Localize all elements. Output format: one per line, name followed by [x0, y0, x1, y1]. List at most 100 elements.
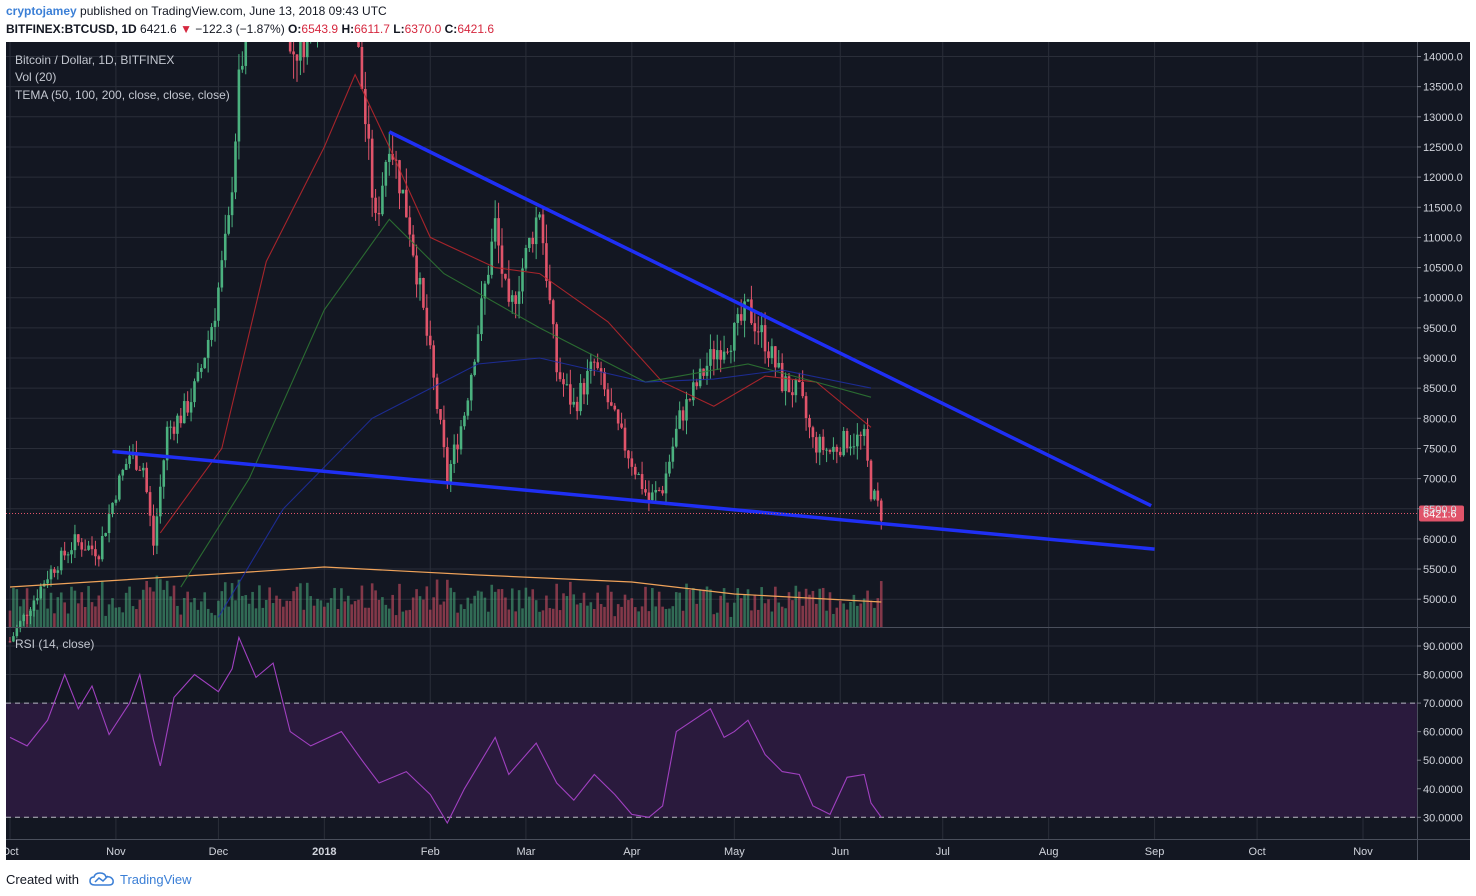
volume-bar — [384, 604, 388, 627]
candle-body — [360, 47, 364, 89]
volume-bar — [357, 599, 360, 627]
high-label: H: — [341, 22, 355, 36]
volume-bar — [770, 611, 774, 627]
candle-body — [784, 376, 787, 392]
volume-bar — [558, 610, 562, 627]
volume-bar — [726, 602, 729, 627]
candle-body — [118, 475, 121, 500]
candle-body — [405, 189, 408, 218]
volume-bar — [94, 606, 97, 627]
price-change: −122.3 (−1.87%) — [195, 22, 285, 36]
rsi-legend: RSI (14, close) — [15, 637, 95, 651]
volume-bar — [176, 605, 179, 627]
rsi-tick-label: 70.0000 — [1423, 698, 1463, 710]
volume-bar — [336, 609, 340, 627]
volume-bar — [681, 610, 685, 627]
candle-body — [640, 474, 644, 490]
volume-bar — [165, 580, 169, 627]
volume-bar — [610, 591, 613, 627]
volume-bar — [852, 594, 856, 627]
volume-bar — [873, 607, 876, 627]
volume-bar — [340, 588, 343, 627]
volume-bar — [128, 586, 131, 627]
volume-bar — [818, 588, 822, 627]
volume-bar — [452, 592, 456, 627]
volume-bar — [572, 594, 576, 627]
volume-bar — [100, 580, 104, 627]
volume-bar — [469, 603, 473, 627]
volume-bar — [360, 585, 364, 627]
volume-bar — [678, 592, 681, 627]
candle-body — [104, 533, 107, 536]
volume-bar — [278, 598, 282, 627]
volume-legend: Vol (20) — [15, 70, 57, 84]
volume-bar — [569, 581, 572, 627]
chart-title: Bitcoin / Dollar, 1D, BITFINEX — [15, 53, 175, 67]
volume-bar — [124, 592, 128, 627]
candle-body — [473, 361, 476, 375]
candle-body — [797, 379, 801, 382]
date-tick-label: Nov — [1353, 846, 1373, 858]
volume-bar — [514, 611, 517, 627]
candle-body — [507, 278, 511, 302]
candle-body — [469, 374, 473, 401]
candle-body — [425, 307, 429, 336]
volume-bar — [507, 609, 511, 627]
volume-bar — [746, 589, 750, 627]
candle-body — [565, 384, 569, 386]
volume-bar — [83, 607, 87, 627]
candle-body — [87, 545, 90, 550]
volume-bar — [333, 587, 336, 627]
author-name[interactable]: cryptojamey — [6, 4, 77, 18]
candle-body — [203, 357, 207, 369]
volume-bar — [87, 586, 90, 627]
volume-bar — [575, 604, 579, 627]
volume-bar — [391, 594, 394, 627]
tradingview-link[interactable]: TradingView — [120, 872, 192, 887]
volume-bar — [196, 609, 200, 627]
volume-bar — [282, 606, 285, 627]
volume-bar — [459, 604, 463, 627]
volume-bar — [182, 597, 186, 627]
volume-bar — [866, 590, 869, 627]
volume-bar — [227, 606, 230, 627]
candle-body — [709, 349, 712, 366]
candle-body — [627, 450, 630, 459]
price-tick-label: 5500.0 — [1423, 564, 1457, 576]
candle-body — [644, 489, 647, 493]
candle-body — [449, 463, 453, 482]
candle-body — [244, 42, 248, 66]
candle-body — [828, 449, 832, 452]
volume-bar — [760, 587, 763, 627]
volume-bar — [476, 590, 480, 627]
candle-body — [162, 460, 166, 487]
volume-bar — [651, 588, 654, 627]
low-value: 6370.0 — [404, 22, 442, 36]
candle-body — [531, 237, 535, 245]
volume-bar — [59, 592, 63, 627]
candle-body — [39, 586, 43, 599]
candle-body — [586, 370, 589, 395]
candle-body — [200, 368, 203, 372]
volume-bar — [312, 605, 316, 627]
volume-bar — [148, 587, 152, 627]
volume-bar — [705, 586, 709, 627]
volume-bar — [172, 585, 176, 627]
volume-bar — [876, 598, 880, 627]
candle-body — [794, 379, 798, 396]
volume-bar — [309, 596, 312, 627]
volume-bar — [343, 601, 347, 627]
volume-bar — [480, 591, 483, 627]
volume-bar — [329, 598, 333, 627]
candle-body — [654, 490, 658, 493]
chart-svg[interactable]: 6421.6 14000.0 13500.0 13000.0 12500.0 12000.… — [6, 42, 1470, 860]
volume-bar — [439, 604, 442, 627]
volume-bar — [442, 601, 446, 627]
candle-body — [107, 514, 111, 534]
candle-body — [510, 295, 514, 302]
volume-bar — [524, 587, 528, 627]
volume-bar — [46, 608, 49, 627]
volume-bar — [107, 604, 111, 627]
volume-bar — [169, 596, 172, 627]
chart-area[interactable]: 6421.6 14000.0 13500.0 13000.0 12500.0 12000.… — [6, 42, 1470, 860]
